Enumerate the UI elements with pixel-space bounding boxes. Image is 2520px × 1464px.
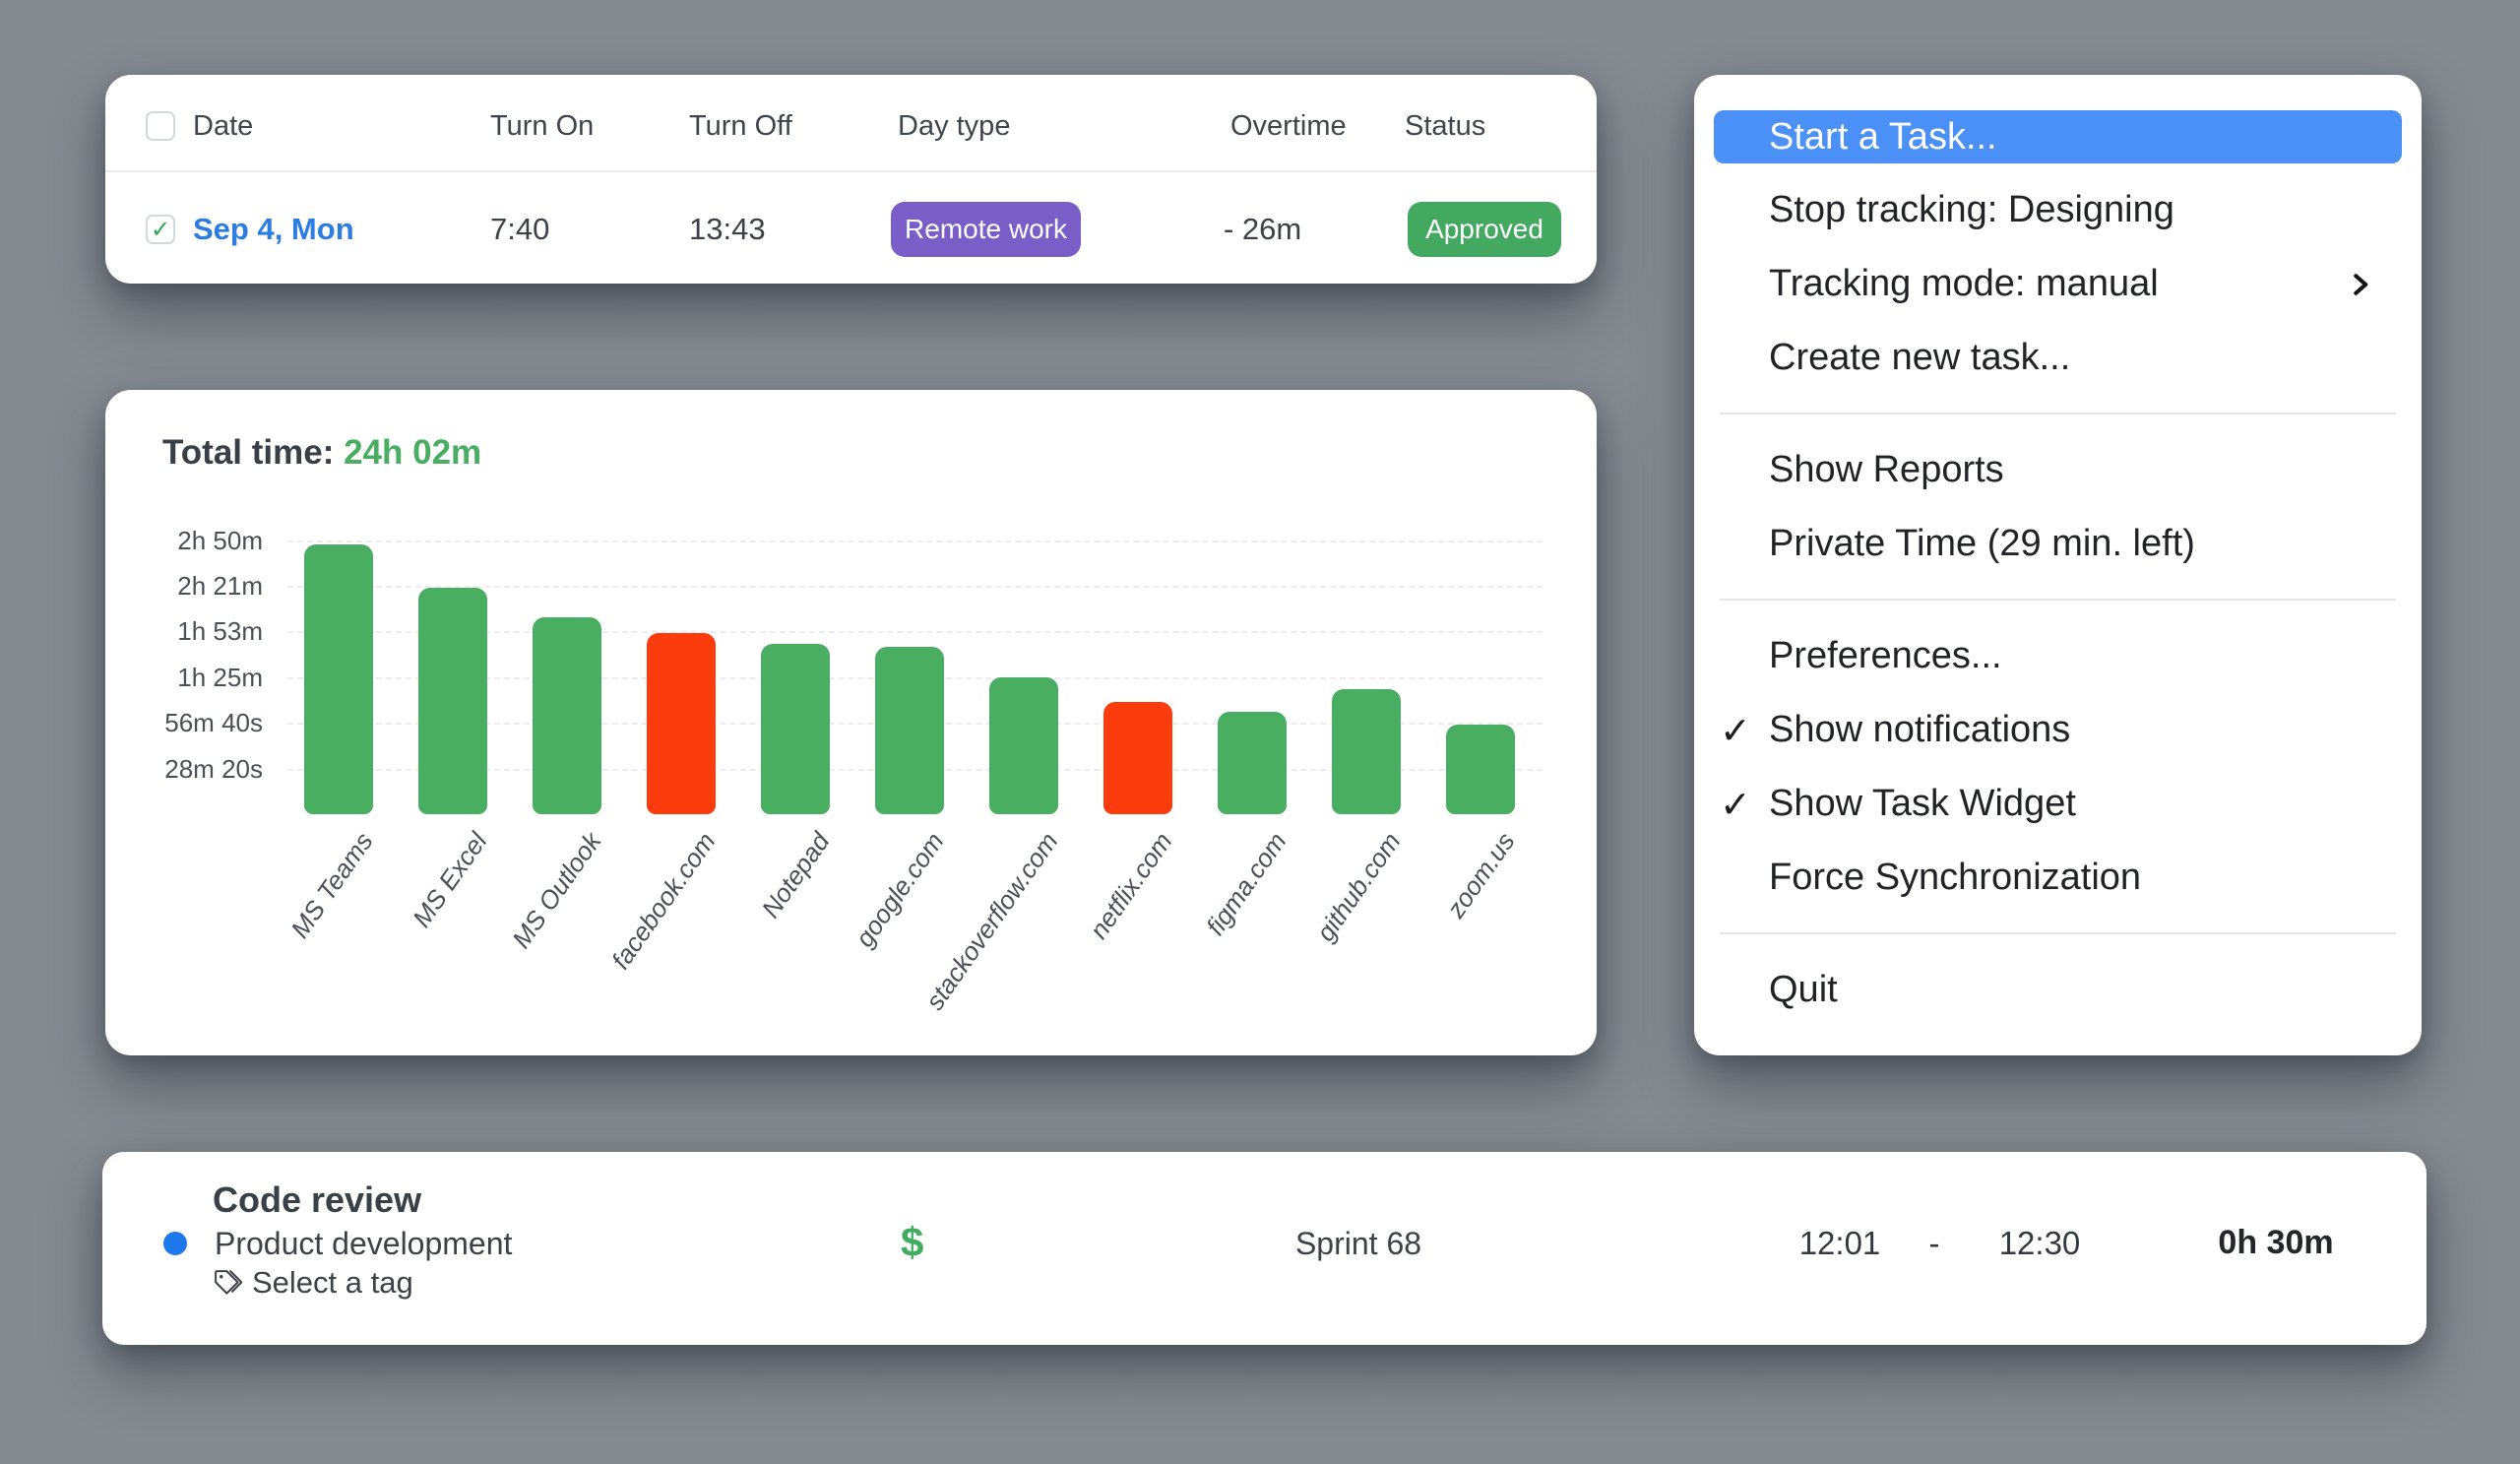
menu-item-show-reports[interactable]: Show Reports bbox=[1694, 433, 2422, 507]
select-tag-button[interactable]: Select a tag bbox=[213, 1264, 413, 1302]
col-header-date: Date bbox=[193, 110, 254, 142]
menu-item-show-notifications[interactable]: ✓ Show notifications bbox=[1694, 693, 2422, 767]
checkmark-icon: ✓ bbox=[1720, 782, 1751, 826]
menu-item-label: Preferences... bbox=[1769, 635, 2002, 676]
y-axis-tick-label: 2h 21m bbox=[177, 571, 263, 601]
menu-separator bbox=[1720, 413, 2396, 414]
bar-zoom-us bbox=[1446, 725, 1515, 814]
row-turn-off: 13:43 bbox=[689, 212, 766, 246]
menu-item-label: Quit bbox=[1769, 969, 1838, 1010]
chart-gridline bbox=[287, 541, 1543, 542]
menu-item-force-synchronization[interactable]: Force Synchronization bbox=[1694, 841, 2422, 915]
menu-item-preferences[interactable]: Preferences... bbox=[1694, 619, 2422, 693]
project-color-dot bbox=[163, 1232, 187, 1255]
menu-item-create-new-task[interactable]: Create new task... bbox=[1694, 321, 2422, 395]
bar-stackoverflow-com bbox=[989, 677, 1058, 814]
chart-title-label: Total time: bbox=[162, 433, 335, 472]
bar-ms-teams bbox=[304, 544, 373, 814]
col-header-turn-off: Turn Off bbox=[689, 110, 792, 142]
bar-facebook-com bbox=[647, 633, 716, 814]
checkmark-icon: ✓ bbox=[150, 216, 171, 243]
menu-separator bbox=[1720, 599, 2396, 601]
menu-item-label: Show Task Widget bbox=[1769, 783, 2076, 824]
menu-item-label: Stop tracking: Designing bbox=[1769, 189, 2174, 230]
row-turn-on: 7:40 bbox=[490, 212, 550, 246]
tray-menu: Start a Task... Stop tracking: Designing T… bbox=[1694, 75, 2422, 1055]
menu-item-label: Show Reports bbox=[1769, 449, 2004, 490]
table-header-divider bbox=[105, 170, 1597, 172]
menu-item-label: Force Synchronization bbox=[1769, 857, 2142, 898]
app-usage-chart-card: Total time: 24h 02m 2h 50m 2h 21m 1h 53m 1h… bbox=[105, 390, 1597, 1055]
y-axis-tick-label: 1h 53m bbox=[177, 616, 263, 646]
col-header-turn-on: Turn On bbox=[490, 110, 595, 142]
menu-separator bbox=[1720, 932, 2396, 934]
timesheet-card: Date Turn On Turn Off Day type Overtime … bbox=[105, 75, 1597, 284]
bar-figma-com bbox=[1218, 712, 1287, 814]
bar-github-com bbox=[1332, 689, 1401, 814]
tag-icon bbox=[215, 1270, 242, 1295]
checkmark-icon: ✓ bbox=[1720, 708, 1751, 752]
billable-toggle[interactable]: $ bbox=[901, 1219, 924, 1265]
col-header-status: Status bbox=[1405, 110, 1486, 142]
duration-value: 0h 30m bbox=[2218, 1224, 2334, 1261]
row-checkbox[interactable]: ✓ bbox=[146, 215, 175, 244]
task-widget-bar: Code review Product development Select a… bbox=[102, 1152, 2426, 1345]
time-start-field[interactable]: 12:01 bbox=[1798, 1225, 1881, 1261]
bar-ms-outlook bbox=[533, 617, 601, 814]
bar-notepad bbox=[761, 644, 830, 814]
row-overtime: - 26m bbox=[1224, 212, 1302, 246]
y-axis-tick-label: 28m 20s bbox=[164, 754, 263, 784]
menu-item-label: Tracking mode: manual bbox=[1769, 263, 2159, 304]
bar-ms-excel bbox=[418, 588, 487, 814]
menu-item-show-task-widget[interactable]: ✓ Show Task Widget bbox=[1694, 767, 2422, 841]
time-range-dash: - bbox=[1928, 1225, 1940, 1261]
select-tag-label: Select a tag bbox=[252, 1265, 413, 1300]
menu-item-quit[interactable]: Quit bbox=[1694, 953, 2422, 1027]
menu-item-label: Create new task... bbox=[1769, 337, 2071, 378]
chart-title: Total time: 24h 02m bbox=[162, 433, 481, 473]
y-axis-tick-label: 56m 40s bbox=[164, 708, 263, 737]
task-project: Product development bbox=[215, 1226, 513, 1261]
row-date-link[interactable]: Sep 4, Mon bbox=[193, 212, 354, 246]
chevron-right-icon bbox=[2345, 268, 2374, 301]
chart-gridline bbox=[287, 586, 1543, 588]
time-end-field[interactable]: 12:30 bbox=[1998, 1225, 2081, 1261]
chart-total-value: 24h 02m bbox=[344, 433, 482, 472]
task-title: Code review bbox=[213, 1179, 422, 1220]
menu-item-label: Show notifications bbox=[1769, 709, 2071, 750]
status-badge: Approved bbox=[1408, 202, 1561, 257]
bar-netflix-com bbox=[1103, 702, 1172, 814]
sprint-field: Sprint 68 bbox=[1294, 1226, 1422, 1261]
menu-item-label: Start a Task... bbox=[1769, 115, 1997, 158]
bar-google-com bbox=[875, 647, 944, 814]
menu-item-start-a-task[interactable]: Start a Task... bbox=[1714, 110, 2402, 163]
day-type-badge: Remote work bbox=[891, 202, 1081, 257]
y-axis-tick-label: 1h 25m bbox=[177, 663, 263, 692]
col-header-overtime: Overtime bbox=[1230, 110, 1347, 142]
menu-item-stop-tracking-designing[interactable]: Stop tracking: Designing bbox=[1694, 173, 2422, 247]
col-header-day-type: Day type bbox=[898, 110, 1011, 142]
y-axis-tick-label: 2h 50m bbox=[177, 526, 263, 555]
menu-item-label: Private Time (29 min. left) bbox=[1769, 523, 2195, 564]
menu-item-tracking-mode-manual[interactable]: Tracking mode: manual bbox=[1694, 247, 2422, 321]
select-all-checkbox[interactable] bbox=[146, 111, 175, 141]
menu-item-private-time-29-min-left[interactable]: Private Time (29 min. left) bbox=[1694, 507, 2422, 581]
chart-gridline bbox=[287, 631, 1543, 633]
